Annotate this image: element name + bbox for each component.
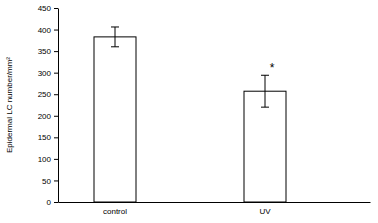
y-tick: 450 <box>38 4 58 13</box>
y-tick-label: 50 <box>42 177 51 186</box>
error-cap <box>111 26 119 27</box>
y-tick-label: 0 <box>47 198 52 207</box>
y-tick-mark <box>54 8 58 9</box>
y-axis-title: Epidermal LC number/mm² <box>5 57 14 153</box>
y-tick: 0 <box>47 198 58 207</box>
x-tick-label: control <box>103 207 127 216</box>
y-tick-label: 450 <box>38 4 52 13</box>
x-tick-label: UV <box>259 207 271 216</box>
y-tick-label: 400 <box>38 26 52 35</box>
y-axis-line <box>58 9 59 203</box>
y-tick-mark <box>54 137 58 138</box>
x-tick: control <box>103 202 127 216</box>
error-cap <box>261 75 269 76</box>
error-cap <box>261 107 269 108</box>
y-tick-mark <box>54 116 58 117</box>
chart: 0 50 100 150 200 250 300 350 400 450 control UV Epid… <box>0 0 378 223</box>
y-tick: 150 <box>38 133 58 142</box>
y-tick-label: 150 <box>38 133 52 142</box>
x-tick: UV <box>259 202 271 216</box>
error-bar <box>111 27 119 47</box>
error-bar <box>261 75 269 107</box>
y-tick-label: 250 <box>38 90 52 99</box>
error-stem <box>115 27 116 47</box>
y-tick: 50 <box>42 177 58 186</box>
y-tick-mark <box>54 94 58 95</box>
y-tick: 300 <box>38 69 58 78</box>
y-tick: 200 <box>38 112 58 121</box>
y-tick: 350 <box>38 47 58 56</box>
y-tick: 400 <box>38 26 58 35</box>
y-tick-label: 350 <box>38 47 52 56</box>
y-tick-label: 300 <box>38 69 52 78</box>
y-tick-label: 200 <box>38 112 52 121</box>
y-tick-mark <box>54 159 58 160</box>
y-tick: 250 <box>38 90 58 99</box>
x-axis-line <box>59 202 371 203</box>
y-tick-mark <box>54 30 58 31</box>
x-axis: control UV <box>59 202 371 216</box>
bar <box>94 37 136 202</box>
error-cap <box>111 46 119 47</box>
annotation: * <box>270 61 275 75</box>
y-axis: 0 50 100 150 200 250 300 350 400 450 <box>38 4 59 207</box>
y-tick-mark <box>54 51 58 52</box>
bar <box>244 91 286 202</box>
bars <box>94 27 286 202</box>
y-tick-mark <box>54 180 58 181</box>
y-tick: 100 <box>38 155 58 164</box>
y-tick-mark <box>54 73 58 74</box>
error-stem <box>265 75 266 107</box>
y-tick-label: 100 <box>38 155 52 164</box>
y-tick-mark <box>54 202 58 203</box>
